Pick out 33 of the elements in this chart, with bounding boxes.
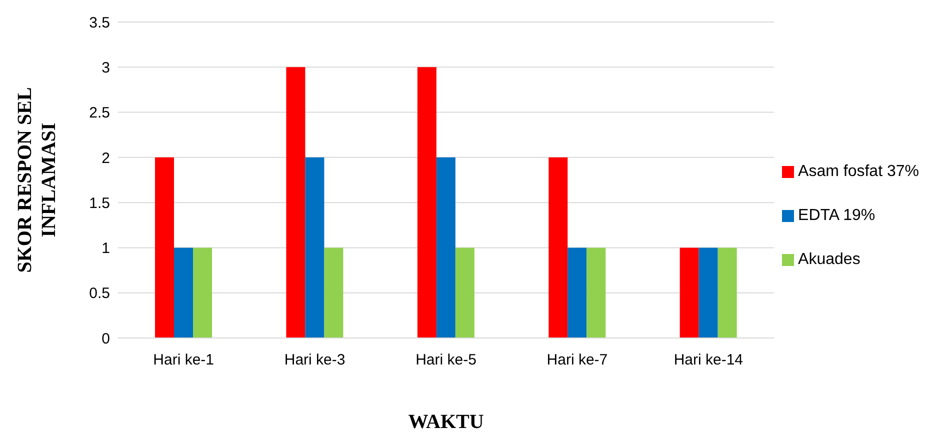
bar xyxy=(568,248,587,338)
y-tick-label: 2.5 xyxy=(89,104,110,122)
bar xyxy=(680,248,699,338)
y-axis-title: SKOR RESPON SEL INFLAMASI xyxy=(14,87,60,273)
y-tick-label: 3.5 xyxy=(89,14,110,32)
x-tick-label: Hari ke-3 xyxy=(284,352,346,369)
x-axis-title: WAKTU xyxy=(408,411,484,432)
bar xyxy=(417,67,436,338)
bar xyxy=(698,248,718,338)
legend-label: Akuades xyxy=(798,251,860,268)
bar xyxy=(286,67,306,338)
x-tick-label: Hari ke-7 xyxy=(546,352,608,369)
y-tick-label: 0.5 xyxy=(89,285,110,302)
bar xyxy=(193,248,212,338)
y-tick-label: 3 xyxy=(102,59,110,76)
legend-label: Asam fosfat 37% xyxy=(798,163,919,180)
y-tick-label: 1.5 xyxy=(89,194,110,212)
bar xyxy=(586,248,606,338)
x-tick-label: Hari ke-1 xyxy=(153,352,214,369)
bar xyxy=(436,157,456,338)
bar xyxy=(155,157,174,338)
bar xyxy=(324,248,344,338)
bar xyxy=(548,157,568,338)
x-tick-label: Hari ke-14 xyxy=(674,352,744,369)
y-tick-label: 0 xyxy=(102,330,110,348)
bar xyxy=(455,248,474,338)
x-tick-label: Hari ke-5 xyxy=(416,352,476,369)
y-tick-label: 1 xyxy=(102,240,110,258)
y-tick-label: 2 xyxy=(102,150,110,167)
legend-label: EDTA 19% xyxy=(798,207,876,224)
bar xyxy=(305,157,324,338)
bar xyxy=(174,248,193,338)
bar xyxy=(718,248,737,338)
